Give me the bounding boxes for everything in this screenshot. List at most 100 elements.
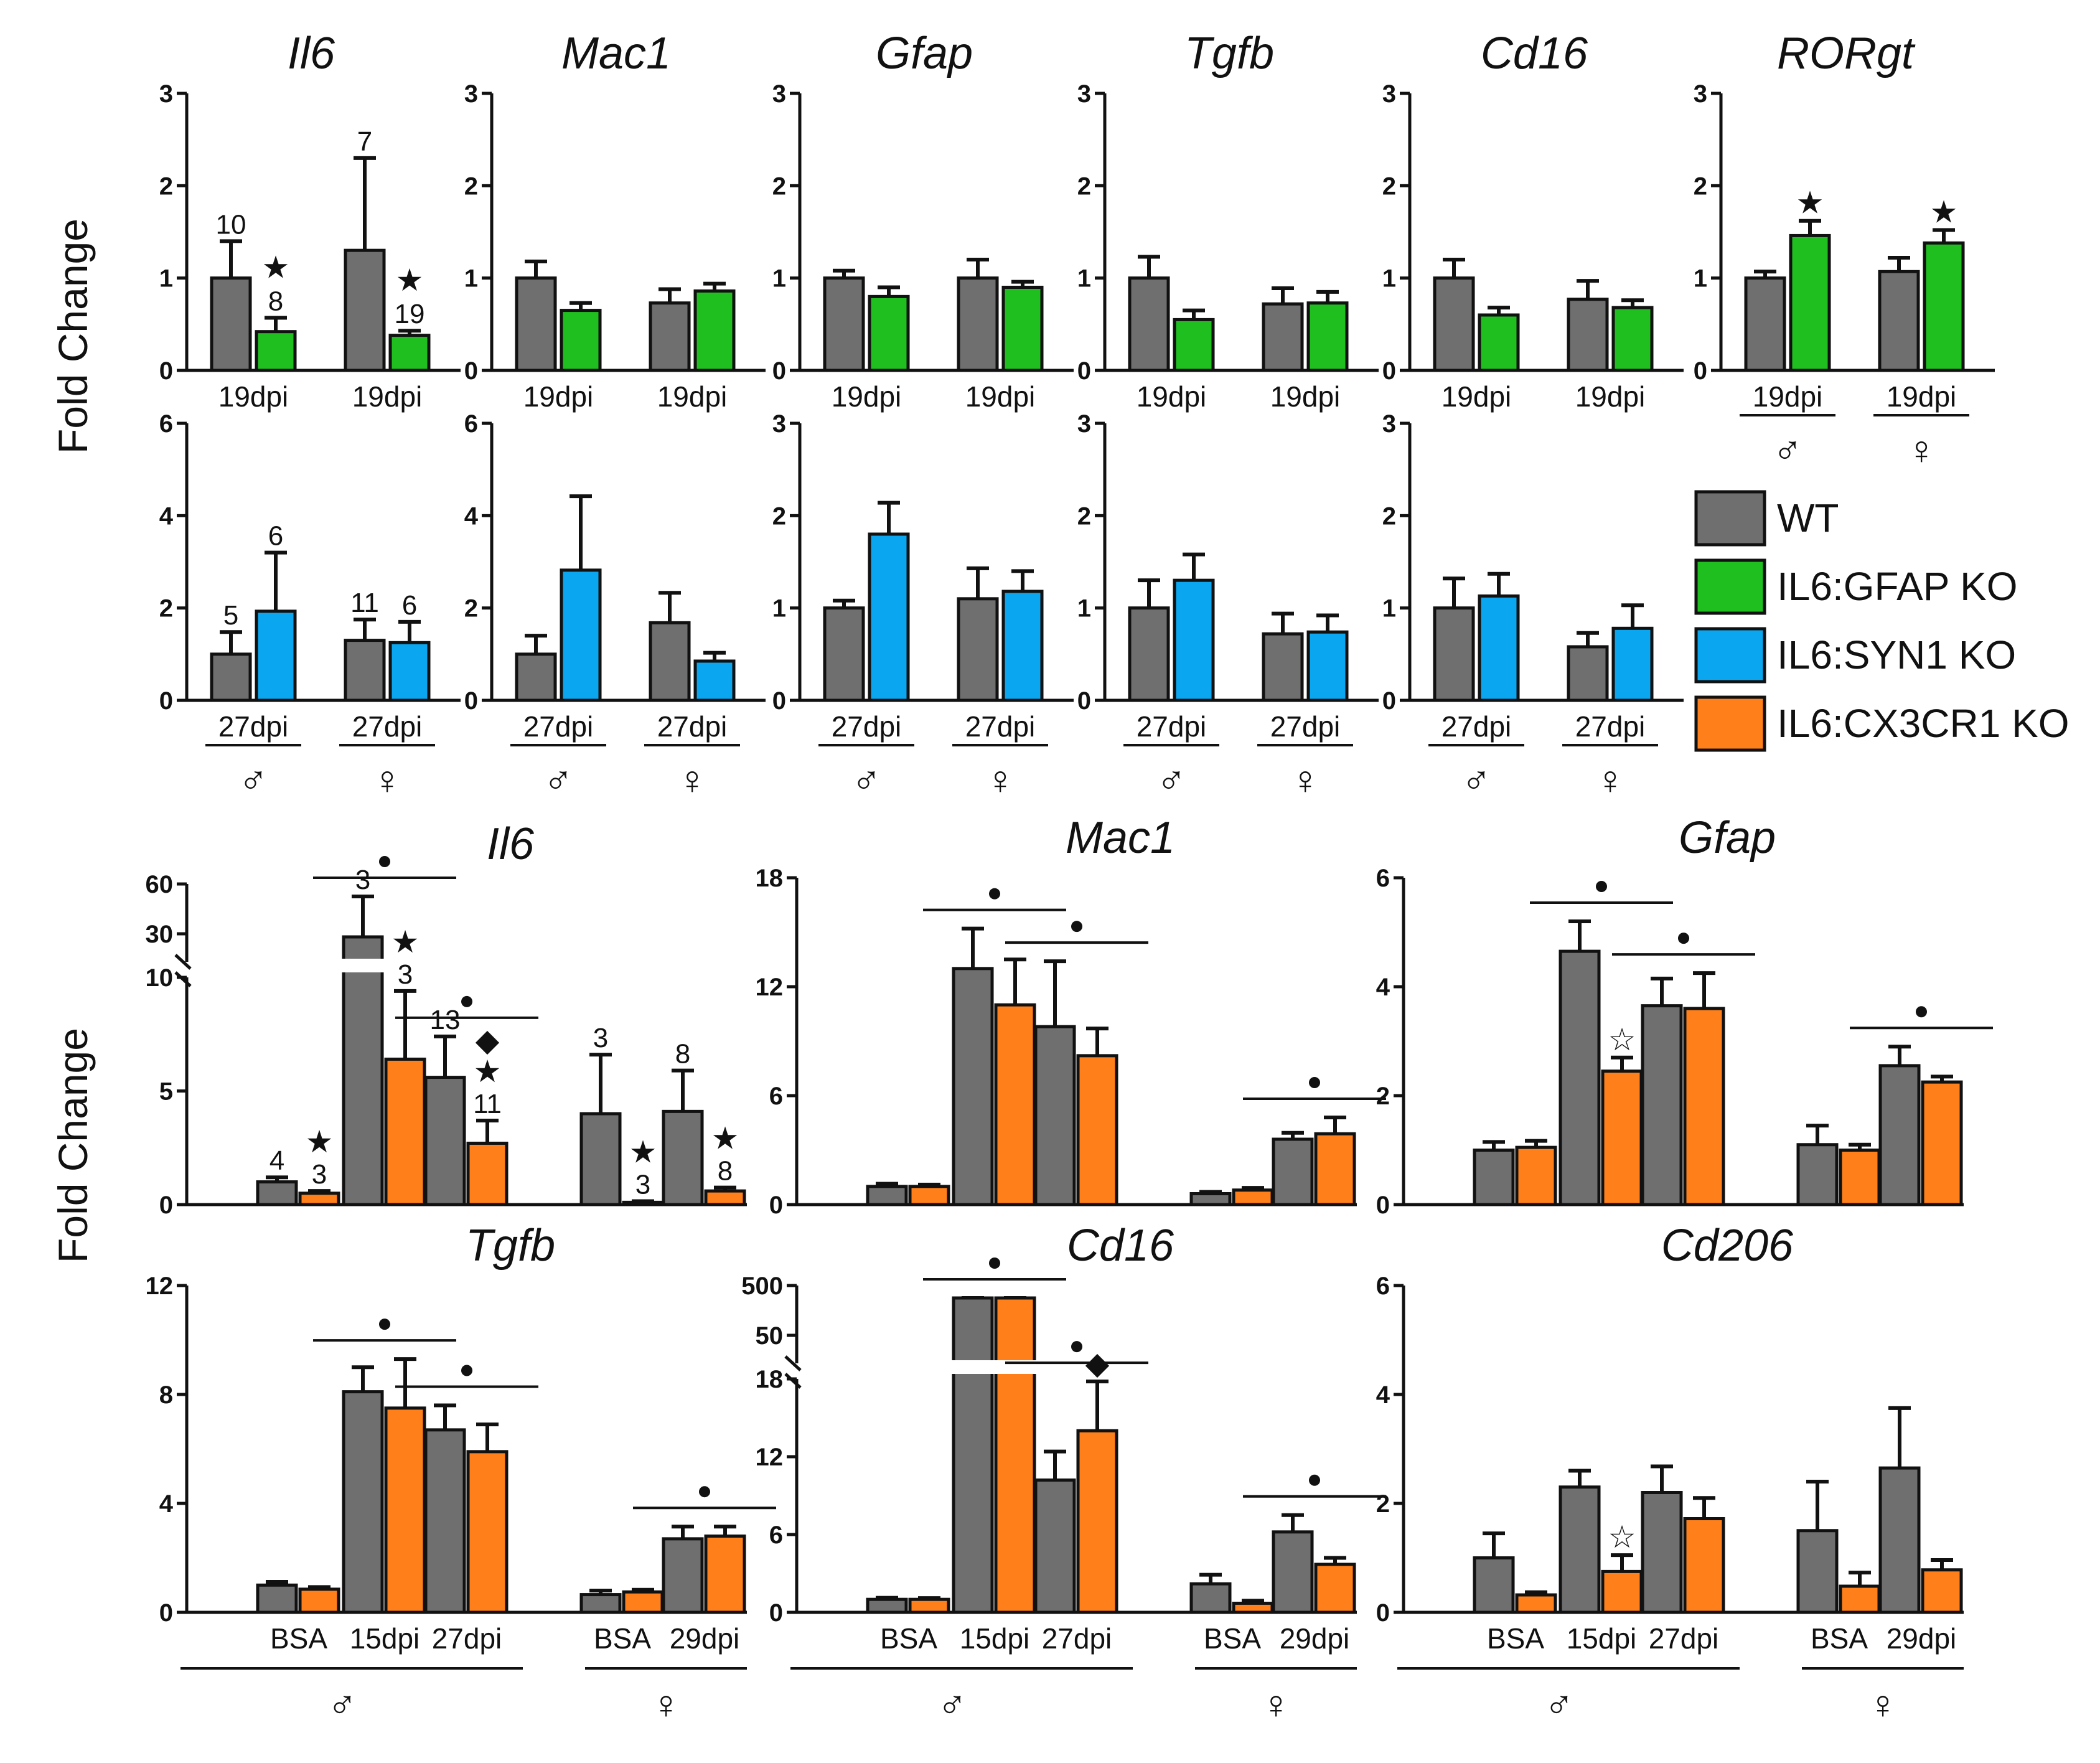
mid-cd16-bar	[1478, 594, 1520, 702]
top-tgfb-bar	[1306, 301, 1349, 372]
low-cd16-bar	[994, 1296, 1036, 1614]
mid-tgfb-x-label: 27dpi	[1270, 710, 1341, 743]
low-cd206-bar	[1839, 1584, 1881, 1614]
top-cd16-y-tick-label: 1	[1382, 265, 1396, 293]
top-gfap-x-label: 19dpi	[965, 380, 1036, 413]
bot-gfap-sig-dot	[1596, 881, 1607, 892]
bot-gfap-y-tick-label: 0	[1376, 1192, 1390, 1219]
top-rorgt-title: RORgt	[1777, 29, 1916, 78]
low-cd16-bar	[1076, 1429, 1118, 1614]
low-tgfb-bar	[384, 1406, 426, 1614]
legend-swatch	[1694, 490, 1766, 547]
bot-gfap-bar	[1473, 1149, 1515, 1206]
mid-tgfb-x-label: 27dpi	[1137, 710, 1207, 743]
top-gfap-bar	[868, 294, 910, 372]
low-cd206-bar	[1796, 1529, 1839, 1614]
top-il6-annotation: 7	[357, 126, 372, 157]
mid-mac1-bar	[693, 659, 736, 702]
top-rorgt-annotation: ★	[1796, 186, 1824, 220]
bot-il6-annotation: ★	[391, 924, 420, 959]
bot-il6-annotation: 3	[398, 959, 413, 990]
mid-cd16-bar	[1611, 626, 1654, 702]
low-cd16-sex-label: ♂	[937, 1682, 967, 1727]
top-il6-bar	[210, 276, 252, 372]
low-cd16-bar	[1314, 1563, 1356, 1614]
top-il6-annotation: 8	[268, 286, 283, 316]
low-cd206-bar	[1515, 1593, 1557, 1614]
low-cd16-x-label: 29dpi	[1280, 1622, 1350, 1655]
low-cd16-bar	[952, 1296, 994, 1614]
low-tgfb-sex-label: ♂	[327, 1682, 357, 1727]
top-tgfb-y-tick-label: 3	[1077, 80, 1091, 108]
mid-mac1-bar	[515, 652, 557, 702]
top-tgfb-y-tick-label: 2	[1077, 172, 1091, 200]
top-mac1-title: Mac1	[561, 29, 671, 78]
legend-label: WT	[1777, 496, 1839, 540]
bot-il6-annotation: 8	[718, 1156, 733, 1187]
bot-gfap-bar	[1796, 1143, 1839, 1206]
mid-mac1-y-tick-label: 2	[464, 595, 478, 623]
bot-mac1-bar	[1272, 1137, 1314, 1206]
low-cd16-x-label: 27dpi	[1042, 1622, 1112, 1655]
mid-cd16-y-tick-label: 2	[1382, 502, 1396, 530]
mid-cd16-x-label: 27dpi	[1575, 710, 1646, 743]
top-rorgt-y-tick-label: 3	[1694, 80, 1707, 108]
bot-mac1-sig-dot	[989, 888, 1000, 900]
mid-tgfb-bar	[1128, 606, 1170, 702]
mid-il6-y-tick-label: 0	[159, 687, 173, 715]
mid-gfap-x-label: 27dpi	[832, 710, 902, 743]
low-cd16-sig-dot	[989, 1258, 1000, 1269]
low-cd16-y-tick-label: 6	[769, 1521, 783, 1549]
low-cd206-y-tick-label: 6	[1376, 1272, 1390, 1300]
low-tgfb-y-tick-label: 8	[159, 1381, 173, 1409]
low-tgfb-x-label: BSA	[594, 1622, 651, 1655]
bot-il6-annotation: ★	[306, 1124, 334, 1159]
mid-gfap-bar	[823, 606, 865, 702]
low-cd16-sex-label: ♀	[1261, 1682, 1291, 1727]
mid-tgfb-bar	[1173, 578, 1215, 702]
mid-il6-y-tick-label: 4	[159, 502, 174, 530]
bot-mac1-y-tick-label: 18	[756, 865, 784, 892]
mid-mac1-x-label: 27dpi	[523, 710, 594, 743]
top-tgfb-bar	[1173, 317, 1215, 372]
mid-cd16-y-tick-label: 1	[1382, 595, 1396, 623]
mid-il6-x-label: 27dpi	[218, 710, 289, 743]
legend-swatch	[1694, 695, 1766, 752]
low-cd16-bar	[866, 1597, 908, 1614]
bot-il6-bar	[622, 1200, 664, 1206]
mid-gfap-sex-label: ♀	[985, 758, 1015, 802]
low-cd206-bar	[1683, 1517, 1725, 1614]
low-cd16-bar	[1232, 1601, 1274, 1614]
low-tgfb-bar	[256, 1583, 298, 1614]
top-cd16-bar	[1433, 276, 1475, 372]
top-gfap-title: Gfap	[876, 29, 973, 78]
top-il6-y-tick-label: 0	[159, 357, 173, 385]
bot-gfap-bar	[1683, 1007, 1725, 1206]
top-mac1-x-label: 19dpi	[523, 380, 594, 413]
bot-gfap-bar	[1878, 1064, 1921, 1206]
mid-il6-sex-label: ♀	[372, 758, 402, 802]
mid-gfap-sex-label: ♂	[851, 758, 881, 802]
top-tgfb-bar	[1262, 302, 1304, 372]
mid-mac1-y-tick-label: 0	[464, 687, 478, 715]
mid-cd16-sex-label: ♀	[1595, 758, 1625, 802]
low-tgfb-bar	[466, 1450, 509, 1614]
mid-il6-y-tick-label: 2	[159, 595, 173, 623]
top-rorgt-bar	[1923, 241, 1965, 372]
bot-mac1-sig-dot	[1309, 1077, 1320, 1088]
mid-mac1-y-tick-label: 4	[464, 502, 479, 530]
bot-gfap-bar	[1921, 1080, 1963, 1206]
mid-gfap-bar	[868, 532, 910, 702]
top-il6-title: Il6	[288, 29, 335, 78]
low-cd206-bar	[1641, 1491, 1683, 1614]
bot-gfap-bar	[1641, 1004, 1683, 1206]
top-rorgt-bar	[1878, 270, 1920, 372]
top-il6-x-label: 19dpi	[352, 380, 423, 413]
bot-il6-annotation: 3	[312, 1159, 327, 1190]
mid-tgfb-y-tick-label: 2	[1077, 502, 1091, 530]
low-tgfb-bar	[579, 1593, 622, 1614]
low-cd206-annotation: ☆	[1608, 1520, 1636, 1554]
low-cd16-x-label: 15dpi	[960, 1622, 1030, 1655]
bot-gfap-y-tick-label: 4	[1376, 974, 1390, 1001]
bot-il6-bar	[424, 1076, 466, 1206]
